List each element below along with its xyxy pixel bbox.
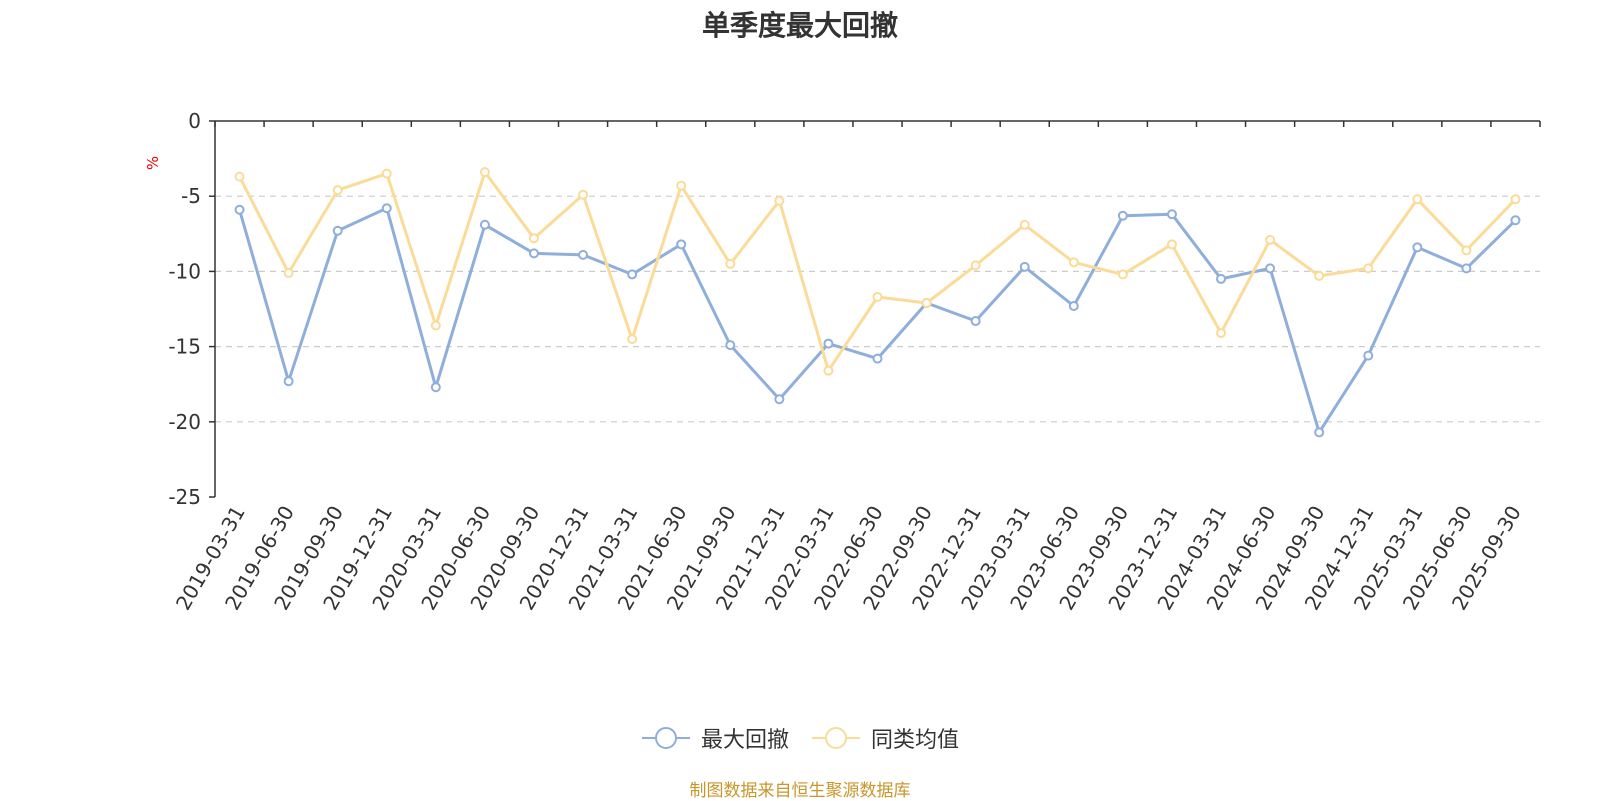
data-point bbox=[1265, 234, 1276, 245]
data-point bbox=[627, 269, 638, 280]
data-point bbox=[1019, 219, 1030, 230]
source-note: 制图数据来自恒生聚源数据库 bbox=[689, 781, 911, 801]
data-point bbox=[1314, 427, 1325, 438]
y-axis-label: % bbox=[144, 156, 162, 170]
legend-circle bbox=[825, 727, 847, 749]
data-point bbox=[1068, 257, 1079, 268]
data-point bbox=[1216, 328, 1227, 339]
data-point bbox=[1019, 261, 1030, 272]
data-point bbox=[970, 316, 981, 327]
data-point bbox=[430, 320, 441, 331]
legend-circle bbox=[654, 727, 677, 749]
data-point bbox=[676, 239, 687, 250]
data-point bbox=[1363, 350, 1374, 361]
legend-marker-icon bbox=[812, 727, 860, 749]
chart-title: 单季度最大回撤 bbox=[701, 9, 898, 42]
data-point bbox=[627, 334, 638, 345]
data-point bbox=[332, 185, 343, 196]
y-tick-label: -15 bbox=[168, 335, 201, 359]
data-point bbox=[823, 338, 834, 349]
data-point bbox=[234, 171, 245, 182]
data-point bbox=[1412, 242, 1423, 253]
legend-item-series-1[interactable]: 同类均值 bbox=[811, 722, 959, 754]
data-point bbox=[479, 167, 490, 178]
data-point bbox=[1166, 209, 1177, 220]
y-tick-label: -20 bbox=[168, 410, 201, 434]
y-tick-label: 0 bbox=[188, 109, 201, 133]
data-point bbox=[1412, 194, 1423, 205]
data-point bbox=[578, 189, 589, 200]
data-point bbox=[823, 365, 834, 376]
data-point bbox=[872, 291, 883, 302]
data-point bbox=[479, 219, 490, 230]
data-point bbox=[578, 249, 589, 260]
data-point bbox=[1510, 215, 1521, 226]
y-tick-label: -25 bbox=[168, 485, 201, 509]
legend-label: 同类均值 bbox=[871, 728, 960, 753]
data-point bbox=[1265, 263, 1276, 274]
data-point bbox=[1216, 273, 1227, 284]
data-point bbox=[725, 340, 736, 351]
data-point bbox=[1461, 245, 1472, 256]
data-point bbox=[332, 225, 343, 236]
data-point bbox=[381, 168, 392, 179]
data-point bbox=[1166, 239, 1177, 250]
data-point bbox=[283, 267, 294, 278]
data-point bbox=[528, 233, 539, 244]
data-point bbox=[774, 195, 785, 206]
data-point bbox=[381, 203, 392, 214]
data-point bbox=[430, 382, 441, 393]
data-point bbox=[970, 260, 981, 271]
data-point bbox=[725, 258, 736, 269]
data-point bbox=[528, 248, 539, 259]
data-point bbox=[1461, 263, 1472, 274]
data-point bbox=[1510, 194, 1521, 205]
data-point bbox=[234, 204, 245, 215]
legend-item-series-0[interactable]: 最大回撤 bbox=[641, 722, 789, 754]
series-line-0 bbox=[238, 206, 1517, 434]
data-point bbox=[676, 180, 687, 191]
data-point bbox=[872, 353, 883, 364]
legend: 最大回撤 同类均值 bbox=[0, 722, 1600, 754]
legend-marker-icon bbox=[641, 727, 690, 749]
data-point bbox=[1363, 263, 1374, 274]
data-point bbox=[1068, 300, 1079, 311]
data-point bbox=[1314, 270, 1325, 281]
data-point bbox=[1117, 269, 1128, 280]
data-point bbox=[774, 394, 785, 405]
y-tick-label: -10 bbox=[168, 259, 201, 283]
data-point bbox=[283, 376, 294, 387]
data-point bbox=[921, 297, 932, 308]
legend-label: 最大回撤 bbox=[700, 728, 789, 753]
data-point bbox=[1117, 210, 1128, 221]
y-tick-label: -5 bbox=[181, 184, 201, 208]
